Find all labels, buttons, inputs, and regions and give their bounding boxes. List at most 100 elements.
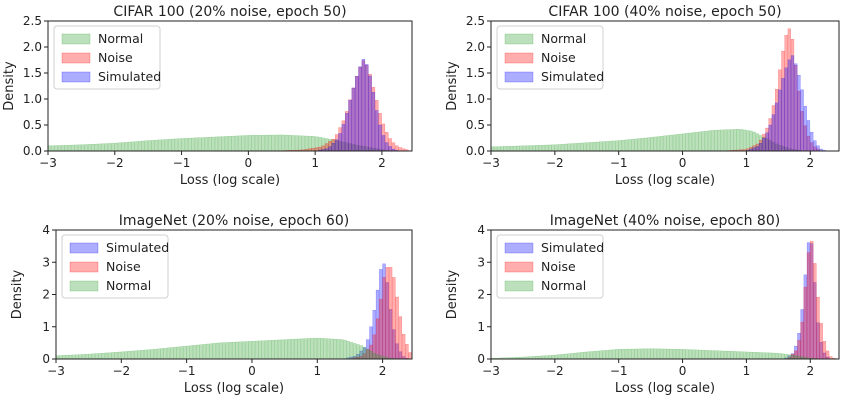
histogram-bar (294, 338, 298, 360)
histogram-bar (701, 349, 705, 360)
legend-swatch (61, 52, 91, 64)
histogram-bar (395, 296, 399, 360)
histogram-bar (202, 344, 207, 360)
histogram-bar (349, 342, 354, 360)
histogram-bar (781, 353, 785, 360)
histogram-bar (720, 129, 724, 152)
histogram-bar (361, 59, 366, 152)
histogram-bar (65, 355, 69, 360)
histogram-bar (161, 139, 165, 152)
histogram-bar (209, 343, 213, 360)
histogram-bar (170, 347, 174, 360)
histogram-bar (94, 143, 98, 152)
histogram-bar (137, 350, 141, 360)
histogram-bar (774, 102, 779, 152)
histogram-bar (310, 338, 314, 360)
y-tick-label: 0 (42, 352, 50, 366)
histogram-bar (238, 135, 242, 152)
histogram-bar (605, 141, 609, 152)
histogram-bar (388, 267, 393, 360)
histogram-bar (621, 349, 625, 360)
histogram-bar (184, 138, 189, 152)
histogram-bar (774, 352, 779, 360)
histogram-bar (596, 350, 600, 360)
histogram-bar (503, 146, 507, 152)
y-tick-label: 1.0 (466, 92, 485, 106)
x-tick-label: −2 (106, 156, 124, 170)
histogram-bar (75, 354, 79, 360)
histogram-bar (736, 129, 740, 152)
histogram-bar (294, 135, 299, 152)
legend-box (61, 234, 169, 299)
histogram-bar (768, 124, 772, 152)
x-axis-label: Loss (log scale) (184, 381, 284, 396)
histogram-bar (198, 137, 202, 152)
histogram-bar (278, 134, 282, 152)
histogram-bar (382, 277, 386, 360)
y-tick-label: 1.5 (466, 66, 485, 80)
histogram-bar (301, 135, 305, 152)
plot-frame (47, 20, 413, 152)
histogram-bar (768, 352, 772, 360)
histogram-bar (405, 344, 409, 360)
legend-box (53, 25, 161, 90)
histogram-bar (647, 348, 651, 360)
x-tick-label: 1 (743, 364, 751, 378)
histogram-bar (127, 141, 132, 152)
histogram-bar (564, 143, 568, 152)
histogram-bar (150, 349, 154, 360)
histogram-bar (790, 354, 795, 360)
legend-label: Noise (106, 259, 141, 274)
histogram-bar (592, 141, 597, 152)
chart-title: CIFAR 100 (20% noise, epoch 50) (113, 4, 346, 20)
histogram-bar (362, 346, 367, 360)
histogram-bar (810, 241, 814, 360)
histogram-bar (621, 139, 625, 152)
x-axis-label: Loss (log scale) (180, 173, 280, 188)
legend-box (496, 234, 604, 299)
histogram-bar (371, 91, 376, 152)
histogram-bar (653, 136, 657, 152)
histogram-bar (178, 138, 182, 152)
chart-panel-3: −3 −2 −1 0 1 2 0 1 2 3 4 ImageNet (20% noise, epoch… (10, 213, 413, 396)
histogram-bar (232, 341, 236, 360)
histogram-bar (144, 140, 149, 152)
histogram-bar (97, 143, 102, 152)
y-tick-label: 1 (477, 320, 485, 334)
histogram-bar (107, 143, 112, 152)
histogram-bar (781, 78, 785, 152)
histogram-bar (755, 146, 760, 152)
histogram-bar (378, 124, 382, 152)
histogram-bar (330, 338, 334, 360)
x-tick-label: −1 (610, 364, 628, 378)
y-tick-label: 1 (42, 320, 50, 334)
legend: Simulated Noise Normal (61, 234, 169, 299)
histogram-bar (160, 348, 164, 360)
histogram-bar (271, 340, 275, 360)
histogram-bar (707, 130, 712, 152)
histogram-bar (765, 132, 769, 152)
histogram-bar (186, 345, 190, 360)
histogram-bar (660, 348, 664, 360)
histogram-bar (494, 146, 498, 152)
histogram-bar (268, 134, 272, 152)
histogram-bar (140, 350, 145, 360)
histogram-bar (359, 345, 363, 360)
histogram-bar (765, 352, 769, 360)
histogram-bar (685, 349, 689, 360)
histogram-bar (164, 139, 169, 152)
histogram-bar (277, 339, 282, 360)
histogram-bar (117, 351, 122, 360)
histogram-bar (176, 346, 180, 360)
histogram-bar (752, 352, 756, 360)
histogram-bar (144, 349, 148, 360)
histogram-bar (219, 342, 223, 360)
histogram-bar (385, 267, 389, 360)
histogram-bar (208, 137, 212, 152)
histogram-bar (108, 352, 112, 360)
histogram-bar (755, 352, 760, 360)
histogram-bar (797, 74, 801, 152)
histogram-bar (258, 135, 262, 152)
histogram-bar (573, 352, 578, 360)
histogram-bar (206, 343, 210, 360)
